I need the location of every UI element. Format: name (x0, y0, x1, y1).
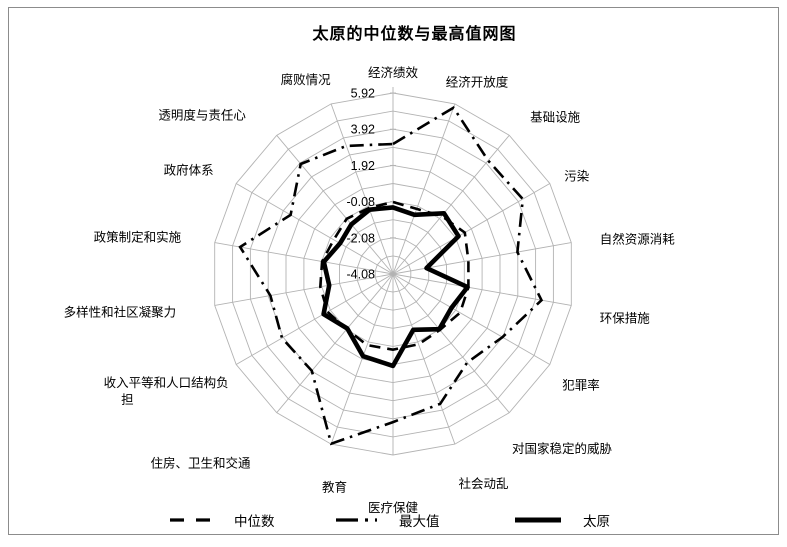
axis-spoke (392, 103, 456, 275)
legend-label-median: 中位数 (234, 514, 275, 529)
axis-spoke (392, 183, 551, 275)
series-line-dashdot (238, 105, 544, 446)
median-line-sample (170, 518, 212, 522)
category-label: 多样性和社区凝聚力 (64, 305, 177, 320)
axis-spoke (330, 273, 394, 445)
category-label: 环保措施 (600, 312, 651, 326)
max-line-sample (336, 518, 377, 522)
legend-label-max: 最大值 (399, 514, 440, 529)
legend: 中位数 最大值 太原 (0, 507, 787, 533)
category-label: 腐败情况 (281, 72, 332, 87)
legend-item-taiyuan: 太原 (515, 507, 610, 533)
category-label: 经济开放度 (446, 75, 509, 90)
category-label: 对国家稳定的威胁 (512, 441, 612, 456)
axis-spoke (330, 103, 394, 275)
category-label: 政策制定和实施 (94, 230, 182, 245)
axis-spoke (392, 242, 572, 275)
value-tick-label: 1.92 (351, 159, 375, 173)
axis-spoke (392, 273, 551, 365)
axis-spoke (276, 135, 394, 275)
axis-spoke (392, 273, 510, 413)
legend-label-taiyuan: 太原 (583, 514, 610, 529)
taiyuan-line-sample (515, 517, 561, 523)
axis-spoke (235, 183, 394, 275)
legend-item-max: 最大值 (336, 507, 440, 533)
category-label: 透明度与责任心 (158, 107, 246, 122)
legend-item-median: 中位数 (170, 507, 275, 533)
chart-title: 太原的中位数与最高值网图 (312, 26, 517, 43)
category-label: 犯罪率 (562, 378, 600, 393)
category-label: 教育 (322, 479, 347, 494)
category-label: 政府体系 (164, 163, 214, 178)
category-label: 经济绩效 (368, 65, 419, 80)
axis-spoke (276, 273, 394, 413)
axis-spoke (214, 242, 394, 275)
value-tick-label: 5.92 (351, 87, 375, 101)
category-label: 社会动乱 (459, 476, 509, 491)
series-line-dashed (318, 200, 470, 352)
value-tick-label: -4.08 (347, 268, 376, 282)
category-label: 污染 (564, 169, 590, 184)
axis-spoke (392, 135, 510, 275)
category-label: 住房、卫生和交通 (150, 456, 251, 471)
value-tick-label: -2.08 (347, 231, 376, 245)
category-label: 医疗保健 (368, 501, 419, 515)
axis-spoke (214, 273, 394, 306)
value-tick-label: -0.08 (347, 195, 376, 209)
category-label: 基础设施 (530, 109, 581, 124)
value-tick-label: 3.92 (351, 123, 375, 137)
category-label: 自然资源消耗 (600, 232, 676, 247)
series-line-solid (321, 205, 470, 369)
axis-spoke (392, 273, 456, 445)
category-label: 收入平等和人口结构负担 (104, 375, 229, 407)
axis-spoke (235, 273, 394, 365)
